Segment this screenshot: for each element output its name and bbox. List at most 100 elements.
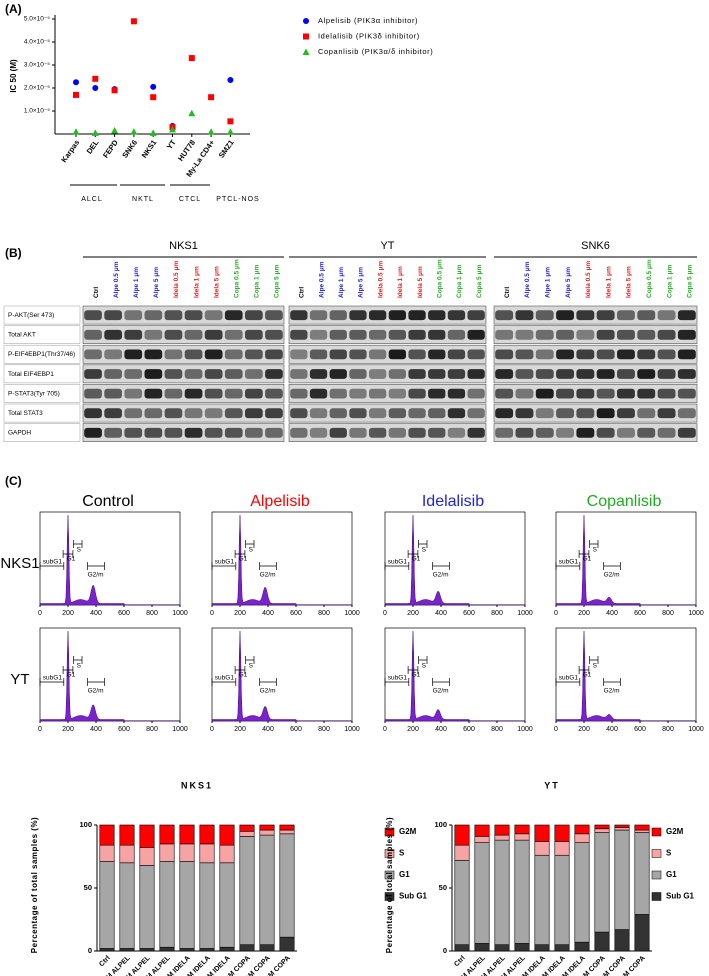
blot-band — [388, 427, 406, 438]
dot — [226, 128, 234, 135]
dot — [130, 18, 137, 25]
blot-band — [265, 349, 283, 360]
histogram — [555, 631, 697, 722]
blot-band — [467, 427, 485, 438]
gate-label: G2/m — [433, 572, 449, 579]
blot-band — [677, 369, 696, 379]
blot-band — [637, 310, 656, 321]
blot-band — [84, 369, 102, 379]
gate-label: S — [422, 663, 427, 670]
bar-segment — [139, 865, 155, 949]
blot-band — [265, 329, 283, 340]
x-tick-label: 800 — [146, 610, 158, 617]
blot-band — [184, 310, 203, 321]
dot — [73, 79, 79, 86]
x-tick-label: 200 — [407, 610, 419, 617]
blot-band — [124, 310, 143, 321]
blot-band — [535, 427, 554, 438]
blot-band — [657, 349, 676, 360]
blot-band — [657, 369, 676, 379]
blot-band — [329, 349, 347, 360]
blot-band — [447, 329, 466, 340]
bar-segment — [534, 944, 550, 952]
gate-label: G1 — [583, 556, 592, 563]
blot-band — [495, 329, 514, 340]
blot-band — [204, 310, 223, 321]
blot-band — [617, 310, 635, 321]
blot-band — [428, 408, 446, 419]
blot-band — [515, 329, 534, 340]
x-tick-label: 1000 — [344, 726, 360, 733]
blot-band — [349, 310, 367, 321]
blot-band — [124, 427, 143, 438]
lane-label: Alpe 0.5 μm — [318, 261, 325, 298]
blot-band — [388, 329, 406, 340]
blot-band — [447, 408, 466, 419]
gate-label: subG1 — [559, 559, 579, 566]
x-tick-label: 400 — [435, 726, 447, 733]
blot-band — [447, 427, 466, 438]
blot-band — [184, 388, 203, 399]
x-tick-label: 1000 — [517, 726, 533, 733]
x-tick-label: 600 — [290, 610, 302, 617]
histogram — [384, 631, 526, 722]
lane-label: Ctrl — [504, 287, 511, 298]
blot-band — [467, 408, 485, 419]
blot-band — [596, 427, 615, 438]
lane-label: Ctrl — [299, 287, 306, 298]
x-tick-label: 800 — [146, 726, 158, 733]
blot-band — [657, 329, 676, 340]
x-tick-label: 400 — [90, 610, 102, 617]
x-tick-label: 600 — [118, 726, 130, 733]
bar-segment — [494, 839, 510, 945]
lane-label: Alpe 1 μm — [544, 267, 551, 298]
legend-swatch — [384, 892, 395, 901]
lane-label: Copa 0.5 μm — [646, 259, 653, 298]
lane-label: Idela 5 μm — [417, 266, 424, 298]
histogram-frame — [384, 627, 526, 722]
legend-label: G1 — [666, 870, 677, 879]
treatment-title: Copanlisib — [587, 493, 662, 510]
blot-band — [495, 408, 514, 419]
blot-band — [349, 388, 367, 399]
bar-segment — [139, 948, 155, 952]
blot-band — [265, 408, 283, 419]
x-tick-label: Ctrl — [453, 955, 467, 969]
blot-band — [245, 388, 263, 399]
blot-band — [164, 388, 183, 399]
blot-band — [124, 388, 143, 399]
blot-band — [144, 369, 163, 379]
histogram-panel: 0 200 400 600 800 1000 subG1 G1S G2/m — [38, 627, 188, 733]
blot-band — [204, 329, 223, 340]
blot-band — [637, 349, 656, 360]
histogram-frame — [211, 511, 353, 606]
blot-band — [290, 388, 308, 399]
blot-band — [535, 310, 554, 321]
y-tick-label: 50 — [439, 883, 447, 892]
blot-band — [309, 329, 328, 340]
x-tick-label: 600 — [290, 726, 302, 733]
blot-band — [596, 388, 615, 399]
protein-label: Total EIF4EBP1 — [8, 371, 54, 378]
blot-band — [617, 427, 635, 438]
x-tick-label: 800 — [491, 610, 503, 617]
gate-label: G1 — [239, 672, 248, 679]
blot-band — [224, 427, 243, 438]
blot-band — [245, 310, 263, 321]
blot-band — [515, 349, 534, 360]
blot-band — [596, 349, 615, 360]
bar-segment — [474, 943, 490, 952]
blot-band — [677, 349, 696, 360]
row-label: NKS1 — [0, 555, 39, 572]
lane-label: Alpe 5 μm — [565, 267, 572, 298]
blot-band — [349, 349, 367, 360]
gate-label: S — [593, 547, 598, 554]
lane-label: Alpe 1 μm — [133, 267, 140, 298]
dot — [73, 91, 79, 98]
lane-label: Alpe 5 μm — [153, 267, 160, 298]
bar-segment — [179, 824, 195, 845]
treatment-title: Control — [82, 493, 134, 510]
blot-band — [245, 369, 263, 379]
gate — [384, 540, 450, 570]
blot-band — [104, 427, 122, 438]
